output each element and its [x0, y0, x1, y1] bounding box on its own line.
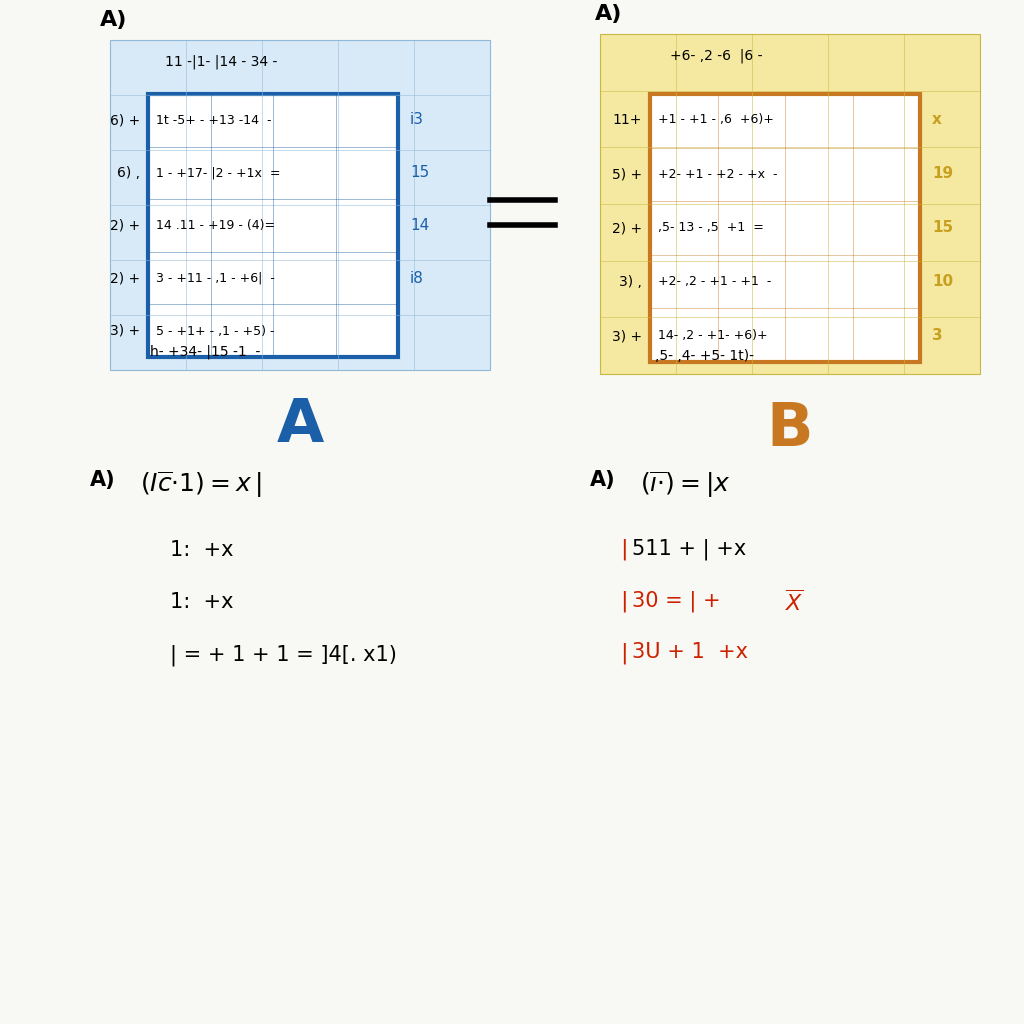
Text: $\left(\overline{\imath{\cdot}}\right) = |x$: $\left(\overline{\imath{\cdot}}\right) =…: [640, 470, 730, 500]
Text: A): A): [90, 470, 116, 490]
Text: h- +34- |15 -1  -: h- +34- |15 -1 -: [150, 345, 260, 359]
Text: +2- +1 - +2 - +x  -: +2- +1 - +2 - +x -: [658, 168, 777, 180]
Bar: [600, 34, 980, 374]
Text: 1 - +17- |2 - +1x  =: 1 - +17- |2 - +1x =: [156, 166, 281, 179]
Text: B: B: [767, 399, 813, 459]
Text: 3) +: 3) +: [612, 329, 642, 343]
Text: 1t -5+ - +13 -14  -: 1t -5+ - +13 -14 -: [156, 114, 271, 127]
Text: 1:  +x: 1: +x: [170, 540, 233, 560]
Text: 3) +: 3) +: [110, 324, 140, 338]
Text: |: |: [620, 642, 628, 664]
Text: +2- ,2 - +1 - +1  -: +2- ,2 - +1 - +1 -: [658, 275, 771, 289]
Text: A): A): [590, 470, 615, 490]
Text: 5) +: 5) +: [612, 167, 642, 181]
Text: 19: 19: [932, 167, 953, 181]
Text: 11 -|1- |14 - 34 -: 11 -|1- |14 - 34 -: [165, 54, 278, 70]
Text: 3) ,: 3) ,: [620, 275, 642, 289]
Text: 10: 10: [932, 274, 953, 290]
Text: x: x: [932, 113, 942, 128]
Text: 5 - +1+ - ,1 - +5) -: 5 - +1+ - ,1 - +5) -: [156, 325, 274, 338]
Text: +6- ,2 -6  |6 -: +6- ,2 -6 |6 -: [670, 49, 763, 63]
Text: 2) +: 2) +: [110, 271, 140, 286]
Text: 6) ,: 6) ,: [117, 166, 140, 180]
Text: 14: 14: [410, 218, 429, 233]
Text: ,5- 13 - ,5  +1  =: ,5- 13 - ,5 +1 =: [658, 221, 764, 234]
Text: 1:  +x: 1: +x: [170, 592, 233, 612]
Text: i3: i3: [410, 113, 424, 128]
Text: A): A): [595, 4, 623, 24]
Bar: [110, 40, 490, 370]
Text: 15: 15: [932, 220, 953, 236]
Text: |: |: [620, 538, 628, 559]
Text: 14 .11 - +19 - (4)=: 14 .11 - +19 - (4)=: [156, 219, 275, 232]
Text: 3 - +11 - ,1 - +6|  -: 3 - +11 - ,1 - +6| -: [156, 271, 274, 285]
Text: ,5- ,4- +5- 1t)-: ,5- ,4- +5- 1t)-: [655, 349, 754, 362]
Text: 3U + 1  +x: 3U + 1 +x: [632, 642, 748, 662]
Text: i8: i8: [410, 270, 424, 286]
Text: 2) +: 2) +: [110, 218, 140, 232]
Text: 6) +: 6) +: [110, 113, 140, 127]
Bar: [650, 94, 920, 362]
Text: | = + 1 + 1 = ]4[. x1): | = + 1 + 1 = ]4[. x1): [170, 644, 397, 666]
Text: 15: 15: [410, 165, 429, 180]
Text: $\left(I\overline{c}{\cdot}1\right) = x\,|$: $\left(I\overline{c}{\cdot}1\right) = x\…: [140, 470, 261, 500]
Text: $\overline{X}$: $\overline{X}$: [785, 590, 804, 615]
Bar: [148, 94, 398, 357]
Text: 30 = | +: 30 = | +: [632, 590, 721, 611]
Text: 3: 3: [932, 329, 943, 343]
Text: +1 - +1 - ,6  +6)+: +1 - +1 - ,6 +6)+: [658, 114, 774, 127]
Text: 511 + | +x: 511 + | +x: [632, 538, 746, 559]
Text: 14- ,2 - +1- +6)+: 14- ,2 - +1- +6)+: [658, 330, 768, 342]
Text: |: |: [620, 590, 628, 611]
Text: 11+: 11+: [612, 113, 642, 127]
Text: A): A): [100, 10, 127, 30]
Text: 2) +: 2) +: [612, 221, 642, 234]
Text: A: A: [276, 395, 324, 455]
